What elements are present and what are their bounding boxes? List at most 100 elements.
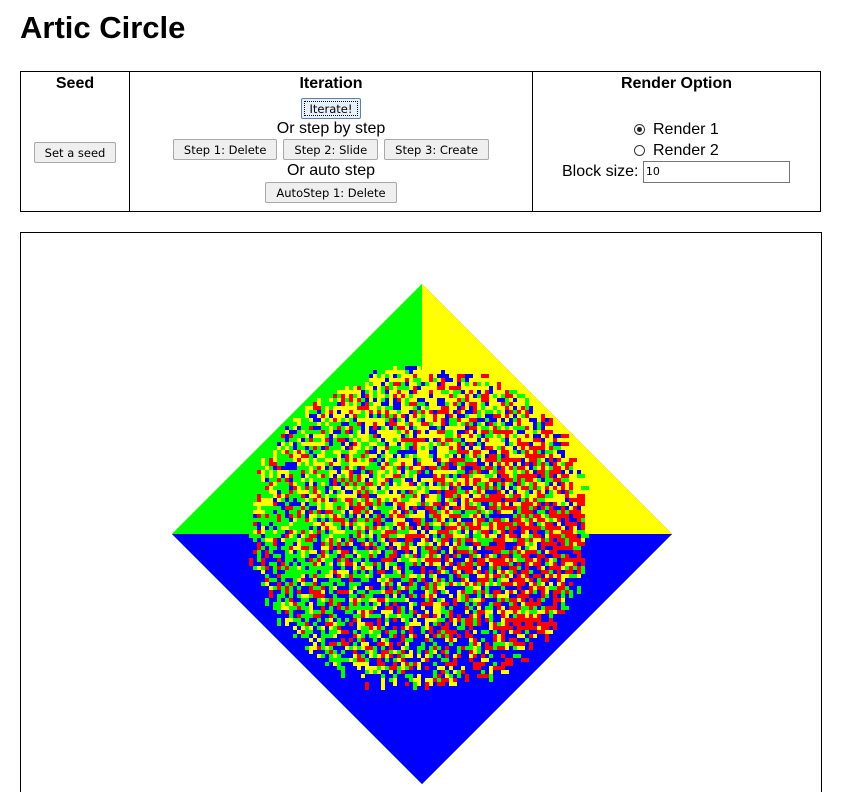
domino-tile xyxy=(517,394,525,398)
domino-tile xyxy=(277,618,281,626)
render1-option[interactable]: Render 1 xyxy=(533,119,820,140)
domino-tile xyxy=(545,630,553,634)
domino-tile xyxy=(549,418,553,426)
domino-tile xyxy=(577,486,581,494)
render1-label: Render 1 xyxy=(653,120,719,138)
domino-tile xyxy=(265,598,269,606)
domino-tile xyxy=(509,390,517,394)
iteration-heading: Iteration xyxy=(299,75,363,92)
domino-tile xyxy=(545,430,553,434)
domino-tile xyxy=(305,406,309,414)
domino-tile xyxy=(517,646,525,650)
domino-tile xyxy=(465,374,473,378)
domino-tile xyxy=(561,606,569,610)
domino-tile xyxy=(557,602,561,610)
set-seed-button[interactable]: Set a seed xyxy=(33,142,117,163)
domino-tile xyxy=(249,514,253,522)
render2-label: Render 2 xyxy=(653,141,719,159)
domino-tile xyxy=(273,602,277,610)
autostep-delete-button[interactable]: AutoStep 1: Delete xyxy=(265,182,397,203)
render-option-panel: Render Option Render 1 Render 2 Block si… xyxy=(532,71,821,212)
tiling-canvas xyxy=(20,232,822,792)
liquid-region xyxy=(249,366,589,690)
render-option-heading: Render Option xyxy=(620,75,733,92)
domino-tile xyxy=(529,642,533,650)
domino-tile xyxy=(253,510,261,514)
domino-tile xyxy=(553,446,561,450)
domino-tile xyxy=(565,594,569,602)
block-size-input[interactable]: 10 xyxy=(642,161,790,183)
domino-tile xyxy=(545,634,549,642)
domino-tile xyxy=(561,434,569,438)
step2-slide-button[interactable]: Step 2: Slide xyxy=(283,139,379,160)
render2-option[interactable]: Render 2 xyxy=(533,140,820,161)
domino-tile xyxy=(277,430,281,438)
domino-tile xyxy=(261,458,265,466)
domino-tile xyxy=(569,586,577,590)
domino-tile xyxy=(393,366,397,374)
domino-tile xyxy=(297,642,305,646)
domino-tile xyxy=(573,578,581,582)
domino-tile xyxy=(261,474,265,482)
domino-tile xyxy=(553,434,561,438)
seed-panel: Seed Set a seed xyxy=(20,71,130,212)
domino-tile xyxy=(257,582,261,590)
domino-tile xyxy=(249,542,257,546)
domino-tile xyxy=(297,638,305,642)
domino-tile xyxy=(577,542,585,546)
domino-tile xyxy=(309,646,313,654)
domino-tile xyxy=(313,402,317,410)
domino-tile xyxy=(553,622,557,630)
domino-tile xyxy=(581,558,585,566)
iteration-panel: Iteration Iterate! Or step by step Step … xyxy=(129,71,533,212)
domino-tile xyxy=(437,366,445,370)
domino-tile xyxy=(537,622,545,626)
domino-tile xyxy=(577,498,585,502)
domino-tile xyxy=(257,542,261,550)
domino-tile xyxy=(405,366,413,370)
domino-tile xyxy=(249,522,253,530)
domino-tile xyxy=(525,410,529,418)
domino-tile xyxy=(273,594,277,602)
domino-tile xyxy=(557,450,565,454)
domino-tile xyxy=(509,650,517,654)
domino-tile xyxy=(329,654,333,662)
domino-tile xyxy=(321,394,329,398)
domino-tile xyxy=(561,614,569,618)
step1-delete-button[interactable]: Step 1: Delete xyxy=(172,139,278,160)
domino-tile xyxy=(577,582,585,586)
render1-radio[interactable] xyxy=(634,124,645,135)
step-by-step-caption: Or step by step xyxy=(276,120,386,137)
render2-radio[interactable] xyxy=(634,145,645,156)
domino-tile xyxy=(581,566,585,574)
domino-tile xyxy=(529,406,533,414)
controls-table: Seed Set a seed Iteration Iterate! Or st… xyxy=(20,71,821,212)
domino-tile xyxy=(517,642,525,646)
domino-tile xyxy=(397,370,405,374)
domino-tile xyxy=(577,586,581,594)
domino-tile xyxy=(537,638,545,642)
domino-tile xyxy=(573,594,581,598)
step3-create-button[interactable]: Step 3: Create xyxy=(384,139,490,160)
domino-tile xyxy=(269,598,273,606)
domino-tile xyxy=(329,386,333,394)
domino-tile xyxy=(269,590,273,598)
domino-tile xyxy=(569,590,573,598)
domino-tile xyxy=(505,394,513,398)
domino-tile xyxy=(569,478,577,482)
domino-tile xyxy=(565,462,573,466)
domino-tile xyxy=(277,606,281,614)
domino-tile xyxy=(485,378,493,382)
domino-tile xyxy=(257,474,261,482)
domino-tile xyxy=(569,458,577,462)
domino-tile xyxy=(437,374,445,378)
domino-tile xyxy=(513,654,521,658)
domino-tile xyxy=(577,474,585,478)
seed-heading: Seed xyxy=(55,75,95,92)
domino-tile xyxy=(581,534,589,538)
iterate-button[interactable]: Iterate! xyxy=(300,98,362,119)
domino-tile xyxy=(581,486,589,490)
domino-tile xyxy=(425,370,433,374)
aztec-diamond-tiling xyxy=(172,284,672,784)
domino-tile xyxy=(425,366,433,370)
